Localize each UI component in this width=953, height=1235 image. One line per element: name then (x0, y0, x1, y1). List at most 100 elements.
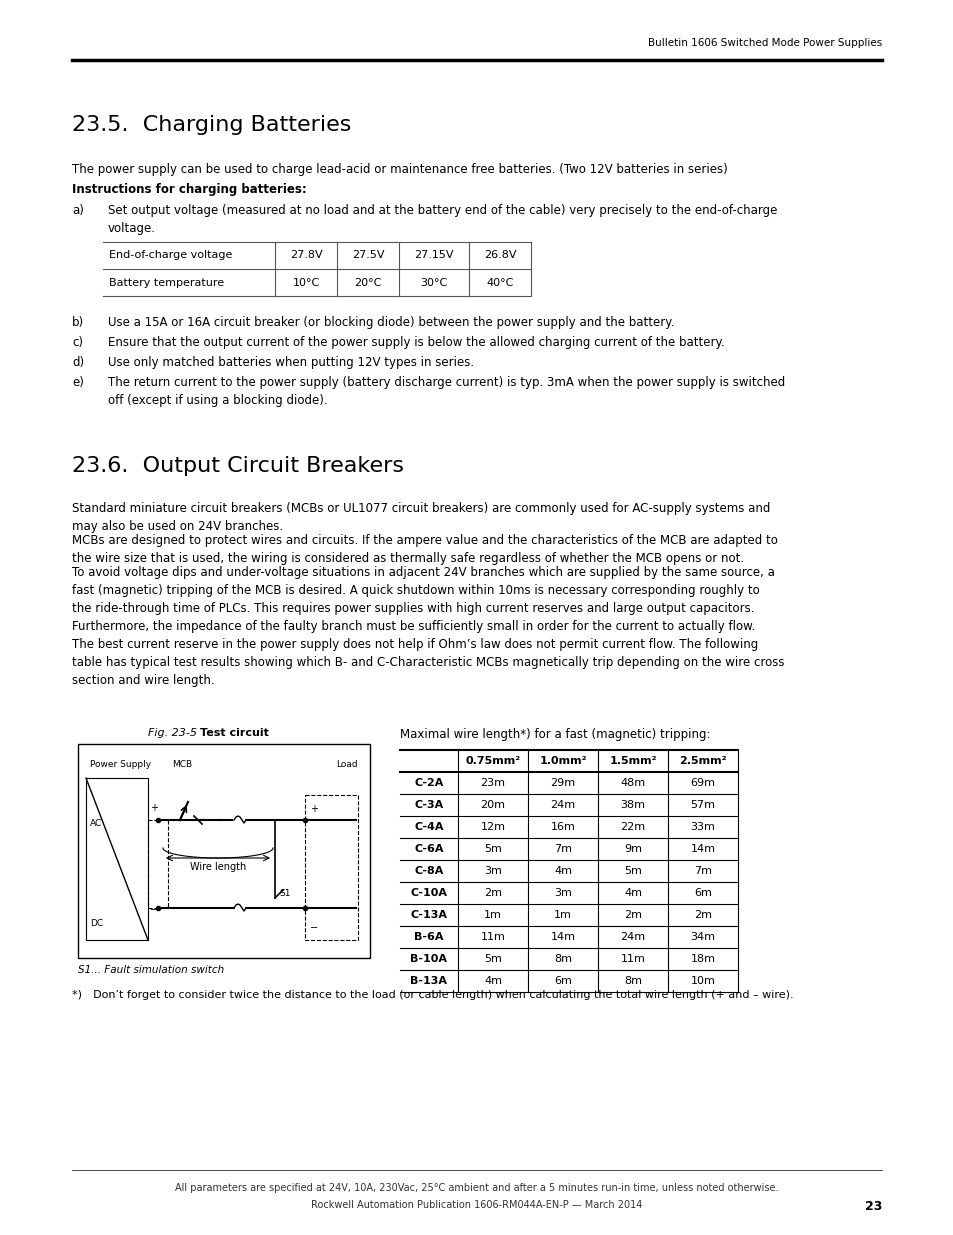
Text: 23: 23 (863, 1200, 882, 1213)
Text: 27.15V: 27.15V (414, 251, 454, 261)
Text: 20°C: 20°C (354, 278, 381, 288)
Text: 4m: 4m (483, 976, 501, 986)
Text: 34m: 34m (690, 932, 715, 942)
Text: Power Supply: Power Supply (90, 760, 151, 769)
Text: B-10A: B-10A (410, 953, 447, 965)
Text: DC: DC (90, 920, 103, 929)
Text: 38m: 38m (619, 800, 645, 810)
Text: 48m: 48m (619, 778, 645, 788)
Text: C-4A: C-4A (414, 823, 443, 832)
Text: The power supply can be used to charge lead-acid or maintenance free batteries. : The power supply can be used to charge l… (71, 163, 727, 177)
Text: C-10A: C-10A (410, 888, 447, 898)
Text: 2m: 2m (623, 910, 641, 920)
Text: Fig. 23-5: Fig. 23-5 (148, 727, 196, 739)
Text: 24m: 24m (619, 932, 645, 942)
Text: AC: AC (90, 819, 102, 827)
Text: −: − (150, 905, 158, 915)
Text: Set output voltage (measured at no load and at the battery end of the cable) ver: Set output voltage (measured at no load … (108, 204, 777, 235)
Text: 16m: 16m (550, 823, 575, 832)
Text: c): c) (71, 336, 83, 350)
Text: 0.75mm²: 0.75mm² (465, 756, 520, 766)
Text: Wire length: Wire length (190, 862, 246, 872)
Text: 1m: 1m (554, 910, 572, 920)
Text: 3m: 3m (483, 866, 501, 876)
Text: 4m: 4m (554, 866, 572, 876)
Text: S1: S1 (278, 889, 291, 899)
Text: 14m: 14m (550, 932, 575, 942)
Text: Ensure that the output current of the power supply is below the allowed charging: Ensure that the output current of the po… (108, 336, 724, 350)
Text: d): d) (71, 356, 84, 369)
Text: 23.6.  Output Circuit Breakers: 23.6. Output Circuit Breakers (71, 456, 403, 475)
Text: 18m: 18m (690, 953, 715, 965)
Text: 4m: 4m (623, 888, 641, 898)
Text: 8m: 8m (554, 953, 572, 965)
Text: Bulletin 1606 Switched Mode Power Supplies: Bulletin 1606 Switched Mode Power Suppli… (647, 38, 882, 48)
Text: To avoid voltage dips and under-voltage situations in adjacent 24V branches whic: To avoid voltage dips and under-voltage … (71, 566, 783, 687)
Text: 14m: 14m (690, 844, 715, 853)
Text: Maximal wire length*) for a fast (magnetic) tripping:: Maximal wire length*) for a fast (magnet… (399, 727, 710, 741)
Text: C-6A: C-6A (414, 844, 443, 853)
Text: C-13A: C-13A (410, 910, 447, 920)
Text: 2m: 2m (693, 910, 711, 920)
Text: 23m: 23m (480, 778, 505, 788)
Text: 30°C: 30°C (420, 278, 447, 288)
Text: 27.8V: 27.8V (290, 251, 322, 261)
Text: 27.5V: 27.5V (352, 251, 384, 261)
Text: 5m: 5m (483, 953, 501, 965)
Text: The return current to the power supply (battery discharge current) is typ. 3mA w: The return current to the power supply (… (108, 375, 784, 408)
Text: Rockwell Automation Publication 1606-RM044A-EN-P — March 2014: Rockwell Automation Publication 1606-RM0… (311, 1200, 642, 1210)
Text: Use a 15A or 16A circuit breaker (or blocking diode) between the power supply an: Use a 15A or 16A circuit breaker (or blo… (108, 316, 674, 329)
Text: 1.0mm²: 1.0mm² (538, 756, 586, 766)
Text: B-13A: B-13A (410, 976, 447, 986)
Text: MCBs are designed to protect wires and circuits. If the ampere value and the cha: MCBs are designed to protect wires and c… (71, 534, 777, 564)
Text: End-of-charge voltage: End-of-charge voltage (109, 251, 233, 261)
Text: 6m: 6m (554, 976, 572, 986)
Text: 10°C: 10°C (292, 278, 319, 288)
Text: 22m: 22m (619, 823, 645, 832)
Text: e): e) (71, 375, 84, 389)
Text: Instructions for charging batteries:: Instructions for charging batteries: (71, 183, 307, 196)
Text: 11m: 11m (480, 932, 505, 942)
Text: 7m: 7m (693, 866, 711, 876)
Text: 24m: 24m (550, 800, 575, 810)
Text: 7m: 7m (554, 844, 572, 853)
Text: Battery temperature: Battery temperature (109, 278, 224, 288)
Text: 23.5.  Charging Batteries: 23.5. Charging Batteries (71, 115, 351, 135)
Text: 2m: 2m (483, 888, 501, 898)
Text: Use only matched batteries when putting 12V types in series.: Use only matched batteries when putting … (108, 356, 474, 369)
Text: All parameters are specified at 24V, 10A, 230Vac, 25°C ambient and after a 5 min: All parameters are specified at 24V, 10A… (175, 1183, 778, 1193)
Text: C-8A: C-8A (414, 866, 443, 876)
Text: b): b) (71, 316, 84, 329)
Text: 1m: 1m (483, 910, 501, 920)
Bar (305, 795, 357, 940)
Text: 33m: 33m (690, 823, 715, 832)
Text: 29m: 29m (550, 778, 575, 788)
Text: 3m: 3m (554, 888, 572, 898)
Text: *) Don’t forget to consider twice the distance to the load (or cable length) whe: *) Don’t forget to consider twice the di… (71, 990, 793, 1000)
Text: a): a) (71, 204, 84, 217)
Text: 5m: 5m (483, 844, 501, 853)
Text: 9m: 9m (623, 844, 641, 853)
Text: 20m: 20m (480, 800, 505, 810)
Text: S1... Fault simulation switch: S1... Fault simulation switch (78, 965, 224, 974)
Text: C-3A: C-3A (414, 800, 443, 810)
Text: +: + (150, 803, 158, 813)
Bar (78, 743, 370, 958)
Text: 57m: 57m (690, 800, 715, 810)
Text: −: − (310, 923, 317, 932)
Text: C-2A: C-2A (414, 778, 443, 788)
Text: 1.5mm²: 1.5mm² (609, 756, 656, 766)
Text: 10m: 10m (690, 976, 715, 986)
Text: Standard miniature circuit breakers (MCBs or UL1077 circuit breakers) are common: Standard miniature circuit breakers (MCB… (71, 501, 770, 534)
Text: 5m: 5m (623, 866, 641, 876)
Text: 8m: 8m (623, 976, 641, 986)
Text: B-6A: B-6A (414, 932, 443, 942)
Text: Load: Load (335, 760, 357, 769)
Text: Test circuit: Test circuit (200, 727, 269, 739)
Text: 11m: 11m (619, 953, 645, 965)
Text: 69m: 69m (690, 778, 715, 788)
Text: 12m: 12m (480, 823, 505, 832)
Bar (86, 778, 148, 940)
Text: 6m: 6m (694, 888, 711, 898)
Text: +: + (310, 804, 317, 814)
